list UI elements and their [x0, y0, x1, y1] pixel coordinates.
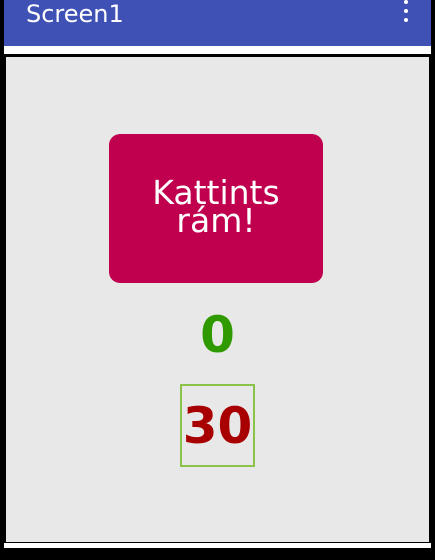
- screen-canvas: Kattints rám! 0 30: [5, 56, 430, 543]
- bottom-edge: [4, 543, 431, 548]
- click-counter: 0: [200, 306, 235, 364]
- menu-dot: [404, 9, 408, 13]
- click-me-button-label: Kattints rám!: [152, 172, 280, 240]
- countdown-timer: 30: [182, 396, 253, 455]
- click-me-button[interactable]: Kattints rám!: [109, 134, 323, 283]
- timer-box: 30: [180, 384, 255, 467]
- app-bar-divider: [4, 46, 431, 54]
- more-vert-icon[interactable]: [401, 0, 411, 22]
- menu-dot: [404, 0, 408, 4]
- app-bar: Screen1: [4, 0, 431, 46]
- menu-dot: [404, 18, 408, 22]
- app-title: Screen1: [26, 0, 124, 28]
